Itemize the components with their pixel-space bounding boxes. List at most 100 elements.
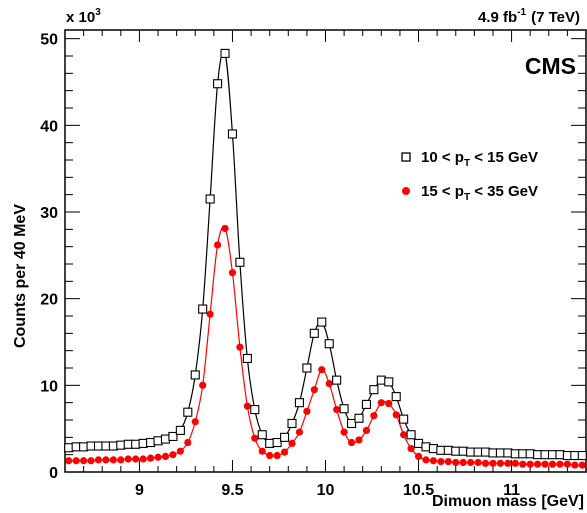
- data-point-circle: [489, 459, 497, 467]
- data-point-circle: [571, 461, 579, 469]
- data-point-square: [346, 418, 357, 429]
- data-point-square: [391, 392, 401, 402]
- data-point-circle: [541, 460, 549, 468]
- legend: 10 < pT < 15 GeV 15 < pT < 35 GeV: [401, 149, 538, 203]
- legend-marker-open-square: [401, 152, 411, 162]
- legend-marker-filled-circle: [402, 187, 410, 195]
- data-point-circle: [80, 457, 88, 465]
- data-point-square: [577, 450, 587, 461]
- data-point-square: [332, 375, 342, 385]
- data-point-square: [64, 443, 74, 453]
- data-point-square: [406, 430, 416, 440]
- data-point-circle: [132, 455, 140, 463]
- data-point-circle: [347, 438, 356, 447]
- y-tick-label: 10: [40, 378, 58, 395]
- legend-label-0: 10 < pT < 15 GeV: [421, 149, 538, 169]
- series-markers: [64, 48, 587, 469]
- data-point-square: [317, 317, 327, 327]
- data-point-square: [220, 48, 230, 58]
- data-point-circle: [251, 434, 259, 442]
- data-point-circle: [72, 457, 80, 465]
- data-point-circle: [333, 406, 341, 414]
- data-point-square: [376, 375, 386, 385]
- data-point-square: [168, 431, 178, 442]
- data-point-circle: [548, 460, 557, 468]
- luminosity-label: 4.9 fb-1 (7 TeV): [478, 7, 580, 26]
- data-point-square: [324, 339, 334, 349]
- data-point-square: [518, 449, 528, 459]
- data-point-circle: [385, 399, 393, 408]
- data-point-square: [473, 447, 483, 457]
- data-point-square: [160, 434, 171, 444]
- data-point-square: [443, 445, 453, 455]
- data-point-square: [242, 353, 252, 364]
- data-point-square: [101, 441, 111, 451]
- data-point-square: [555, 450, 565, 460]
- data-point-circle: [422, 456, 430, 464]
- series-curves: [68, 50, 583, 466]
- data-point-square: [436, 445, 446, 455]
- data-point-circle: [221, 224, 229, 233]
- data-point-square: [131, 439, 141, 449]
- data-point-circle: [392, 411, 400, 419]
- data-point-square: [198, 304, 208, 314]
- data-point-circle: [563, 460, 571, 468]
- data-point-circle: [452, 458, 460, 467]
- data-point-circle: [161, 452, 170, 460]
- data-point-circle: [102, 456, 110, 464]
- data-point-circle: [280, 448, 289, 456]
- data-point-circle: [474, 458, 482, 467]
- data-point-circle: [124, 455, 132, 463]
- data-point-circle: [243, 402, 251, 410]
- data-point-square: [361, 399, 371, 409]
- data-point-circle: [496, 459, 505, 467]
- data-point-square: [250, 405, 260, 415]
- data-point-circle: [318, 366, 326, 374]
- data-point-circle: [481, 459, 490, 467]
- y-tick-label: 20: [40, 292, 58, 309]
- data-point-circle: [87, 457, 95, 465]
- data-point-square: [503, 448, 513, 458]
- data-point-square: [547, 450, 558, 460]
- x-tick-label: 9: [135, 482, 144, 499]
- data-point-circle: [213, 241, 222, 249]
- data-point-circle: [169, 451, 177, 459]
- data-point-square: [153, 436, 163, 446]
- plot-frame: [64, 29, 587, 473]
- data-point-square: [562, 450, 572, 461]
- data-point-circle: [414, 452, 423, 460]
- data-point-circle: [191, 418, 199, 426]
- data-point-circle: [139, 455, 147, 463]
- data-point-circle: [467, 458, 475, 467]
- data-point-square: [525, 449, 535, 459]
- data-point-square: [183, 407, 193, 417]
- x-axis-title: Dimuon mass [GeV]: [432, 493, 584, 510]
- data-point-square: [458, 446, 468, 456]
- data-point-square: [302, 363, 312, 373]
- data-point-circle: [519, 460, 527, 468]
- y-tick-label: 30: [40, 205, 58, 222]
- data-point-square: [428, 444, 438, 454]
- data-point-circle: [176, 447, 184, 455]
- data-point-circle: [303, 407, 311, 415]
- data-point-circle: [355, 436, 363, 444]
- data-point-square: [399, 414, 409, 424]
- data-point-circle: [459, 458, 467, 467]
- data-point-circle: [273, 451, 281, 460]
- data-point-circle: [65, 457, 73, 465]
- data-point-square: [488, 448, 498, 458]
- data-point-circle: [578, 461, 586, 469]
- data-point-square: [272, 437, 282, 448]
- data-point-circle: [437, 458, 445, 466]
- data-point-square: [510, 449, 520, 459]
- data-point-square: [533, 450, 543, 460]
- data-point-circle: [556, 460, 564, 468]
- data-point-circle: [199, 381, 207, 389]
- data-point-square: [570, 450, 580, 461]
- data-point-square: [354, 413, 364, 423]
- data-point-square: [235, 257, 245, 267]
- data-point-square: [339, 404, 349, 414]
- data-point-square: [265, 438, 275, 448]
- data-point-circle: [534, 460, 542, 468]
- data-point-circle: [117, 456, 125, 464]
